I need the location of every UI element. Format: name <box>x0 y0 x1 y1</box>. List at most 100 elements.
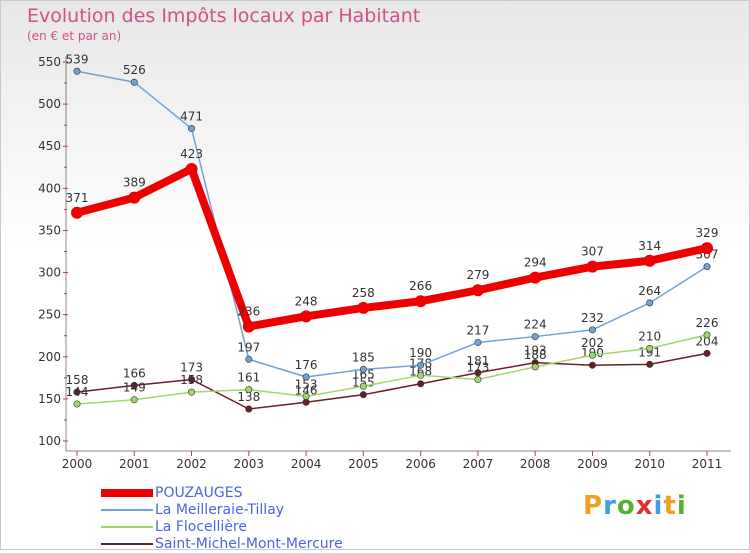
data-point <box>302 398 310 406</box>
x-tick-label: 2007 <box>463 457 494 471</box>
logo-letter: x <box>635 491 654 521</box>
data-point <box>474 338 482 346</box>
data-label: 146 <box>295 383 318 397</box>
data-label: 173 <box>466 361 489 375</box>
y-tick-label: 400 <box>38 181 61 195</box>
data-point <box>242 320 255 333</box>
data-point <box>359 391 367 399</box>
data-point <box>71 206 83 219</box>
data-point <box>130 396 138 404</box>
series-line <box>76 352 708 410</box>
data-label: 181 <box>466 354 489 368</box>
logo-letter: P <box>583 491 604 521</box>
legend-label: La Flocellière <box>155 519 247 535</box>
legend-item: La Flocellière <box>101 519 343 535</box>
data-point <box>586 260 599 273</box>
logo-letter: r <box>603 491 617 521</box>
data-label: 193 <box>524 344 547 358</box>
data-point <box>359 365 367 373</box>
y-tick-label: 250 <box>38 308 61 322</box>
data-label: 190 <box>409 346 432 360</box>
data-point <box>646 360 654 368</box>
data-label: 226 <box>696 316 719 330</box>
data-label: 266 <box>409 279 432 293</box>
data-label: 371 <box>66 191 89 205</box>
data-point <box>531 333 539 341</box>
legend-item: Saint-Michel-Mont-Mercure <box>101 536 343 552</box>
x-tick-label: 2000 <box>62 457 93 471</box>
legend-swatch <box>101 526 153 528</box>
data-point <box>529 271 542 284</box>
logo-letter: i <box>676 491 687 521</box>
data-label: 264 <box>638 284 661 298</box>
data-label: 329 <box>696 226 719 240</box>
x-tick-label: 2002 <box>176 457 207 471</box>
logo-letter: t <box>663 491 677 521</box>
logo-letter: i <box>653 491 664 521</box>
data-point <box>130 381 138 389</box>
data-point <box>588 361 596 369</box>
data-label: 161 <box>237 371 260 385</box>
data-label: 138 <box>237 390 260 404</box>
logo-letter: o <box>616 491 636 521</box>
data-point <box>188 125 196 133</box>
data-label: 217 <box>466 323 489 337</box>
data-label: 539 <box>66 52 89 66</box>
data-point <box>188 376 196 384</box>
data-label: 185 <box>352 350 375 364</box>
data-label: 423 <box>180 147 203 161</box>
data-point <box>417 361 425 369</box>
data-label: 153 <box>295 377 318 391</box>
data-label: 173 <box>180 361 203 375</box>
data-point <box>300 310 313 323</box>
series-line <box>73 164 711 331</box>
data-label: 158 <box>180 373 203 387</box>
series-line <box>76 70 708 378</box>
x-tick-label: 2006 <box>405 457 436 471</box>
data-label: 202 <box>581 336 604 350</box>
data-label: 471 <box>180 110 203 124</box>
data-point <box>359 382 367 390</box>
data-label: 294 <box>524 256 547 270</box>
data-point <box>703 349 711 357</box>
data-point <box>188 388 196 396</box>
data-label: 144 <box>66 385 89 399</box>
data-label: 176 <box>295 358 318 372</box>
y-tick-label: 450 <box>38 139 61 153</box>
data-point <box>703 263 711 271</box>
data-point <box>474 369 482 377</box>
x-tick-label: 2001 <box>119 457 150 471</box>
data-label: 224 <box>524 318 547 332</box>
data-point <box>474 376 482 384</box>
y-tick-label: 550 <box>38 55 61 69</box>
x-tick-label: 2009 <box>577 457 608 471</box>
data-point <box>302 392 310 400</box>
data-label: 526 <box>123 63 146 77</box>
y-tick-label: 150 <box>38 392 61 406</box>
data-point <box>643 254 656 267</box>
data-label: 158 <box>66 373 89 387</box>
data-point <box>471 284 484 297</box>
legend-label: Saint-Michel-Mont-Mercure <box>155 536 343 552</box>
data-point <box>185 162 198 175</box>
data-point <box>130 78 138 86</box>
data-point <box>417 371 425 379</box>
data-label: 149 <box>123 381 146 395</box>
data-label: 258 <box>352 286 375 300</box>
proxiti-logo: Proxiti <box>583 491 687 521</box>
x-tick-label: 2003 <box>234 457 265 471</box>
legend-label: La Meilleraie-Tillay <box>155 502 285 518</box>
data-point <box>245 386 253 394</box>
x-tick-label: 2011 <box>692 457 723 471</box>
data-label: 389 <box>123 176 146 190</box>
y-tick-label: 300 <box>38 266 61 280</box>
x-tick-label: 2008 <box>520 457 551 471</box>
y-tick-label: 350 <box>38 223 61 237</box>
data-point <box>588 326 596 334</box>
series-line <box>76 334 708 405</box>
data-point <box>73 388 81 396</box>
y-tick-label: 200 <box>38 350 61 364</box>
data-label: 197 <box>237 340 260 354</box>
